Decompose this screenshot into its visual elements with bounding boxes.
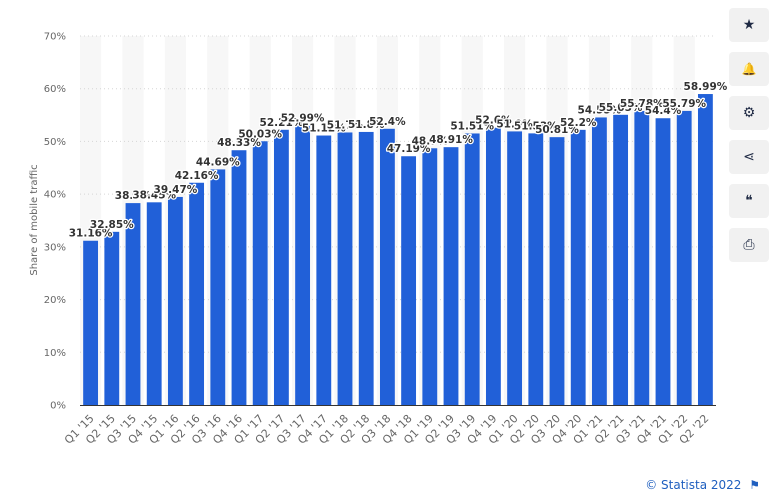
data-label: 52.6% (475, 115, 512, 127)
y-tick-label: 30% (44, 242, 66, 253)
data-label: 54.4% (645, 105, 682, 117)
bar (189, 182, 205, 405)
bar (464, 133, 480, 405)
bar (316, 135, 332, 405)
data-label: 52.4% (369, 116, 406, 128)
y-tick-label: 50% (44, 137, 66, 148)
gear-icon: ⚙ (742, 105, 756, 121)
bar (549, 137, 565, 406)
print-button[interactable]: ⎙ (729, 228, 769, 262)
bar (358, 131, 374, 405)
data-label: 48.91% (429, 134, 473, 146)
bar (210, 169, 226, 405)
gridlines: 0% 10% 20% 30% 40% 50% 60% 70% (44, 32, 716, 412)
bar (443, 147, 459, 405)
bar (485, 127, 501, 406)
bar (125, 203, 141, 405)
bar (146, 202, 162, 405)
data-label: 55.79% (662, 98, 706, 110)
y-axis-title: Share of mobile traffic (29, 164, 40, 275)
data-label: 42.16% (175, 170, 219, 182)
data-label: 44.69% (196, 156, 240, 168)
toolbar: ★ 🔔 ⚙ ⋖ ❝ ⎙ (729, 8, 769, 272)
data-label: 52.21% (260, 117, 304, 129)
bar (655, 118, 671, 405)
data-label: 55.05% (599, 102, 643, 114)
bar (83, 240, 99, 405)
bookmark-button[interactable]: ★ (729, 8, 769, 42)
settings-button[interactable]: ⚙ (729, 96, 769, 130)
bar (104, 231, 120, 405)
share-button[interactable]: ⋖ (729, 140, 769, 174)
cite-button[interactable]: ❝ (729, 184, 769, 218)
flag-icon[interactable]: ⚑ (749, 478, 760, 492)
data-label: 47.19% (387, 143, 431, 155)
bar (676, 110, 692, 406)
bar (528, 133, 544, 405)
bar (273, 129, 289, 405)
bar (613, 114, 629, 405)
notification-button[interactable]: 🔔 (729, 52, 769, 86)
bar (295, 125, 311, 406)
data-label: 55.78% (620, 98, 664, 110)
statista-credit[interactable]: © Statista 2022 ⚑ (645, 478, 760, 492)
data-label: 38.45% (132, 189, 176, 201)
data-label: 48.7% (412, 135, 449, 147)
credit-text[interactable]: © Statista 2022 (645, 478, 742, 492)
bar (507, 131, 523, 406)
data-label: 50.03% (238, 128, 282, 140)
print-icon: ⎙ (743, 237, 755, 253)
data-label: 31.16% (69, 228, 113, 240)
data-label: 51.12% (302, 123, 346, 135)
data-label: 51.8% (348, 119, 385, 131)
bar (591, 117, 607, 405)
bar (231, 150, 247, 405)
bar (252, 141, 268, 405)
star-icon: ★ (742, 17, 756, 33)
data-label: 48.33% (217, 137, 261, 149)
data-label: 52.99% (281, 113, 325, 125)
data-label: 54.55% (578, 104, 622, 116)
data-label: 50.81% (535, 124, 579, 136)
data-label: 32.85% (90, 219, 134, 231)
data-label: 39.47% (154, 184, 198, 196)
bar (401, 156, 417, 405)
bar (422, 148, 438, 405)
quote-icon: ❝ (745, 193, 753, 209)
data-label: 51.9% (496, 118, 533, 130)
bell-icon: 🔔 (741, 62, 757, 76)
data-label: 51.53% (514, 120, 558, 132)
y-tick-label: 0% (50, 401, 66, 412)
y-tick-label: 20% (44, 295, 66, 306)
data-label: 52.2% (560, 117, 597, 129)
data-labels: 31.16%32.85% 38.3%38.45%39.47% 42.16% 44.69… (67, 80, 729, 241)
y-tick-label: 70% (44, 32, 66, 43)
bar (570, 129, 586, 405)
y-tick-label: 40% (44, 190, 66, 201)
data-label: 51.7% (327, 119, 364, 131)
bars (83, 94, 713, 406)
data-label: 38.3% (115, 190, 152, 202)
data-label: 58.99% (684, 81, 728, 93)
bar (697, 94, 713, 406)
y-tick-label: 60% (44, 84, 66, 95)
bar (379, 128, 395, 405)
data-label: 51.51% (450, 120, 494, 132)
bar (634, 110, 650, 405)
y-tick-label: 10% (44, 348, 66, 359)
bar (337, 132, 353, 405)
bar (167, 196, 183, 405)
share-icon: ⋖ (743, 149, 755, 165)
